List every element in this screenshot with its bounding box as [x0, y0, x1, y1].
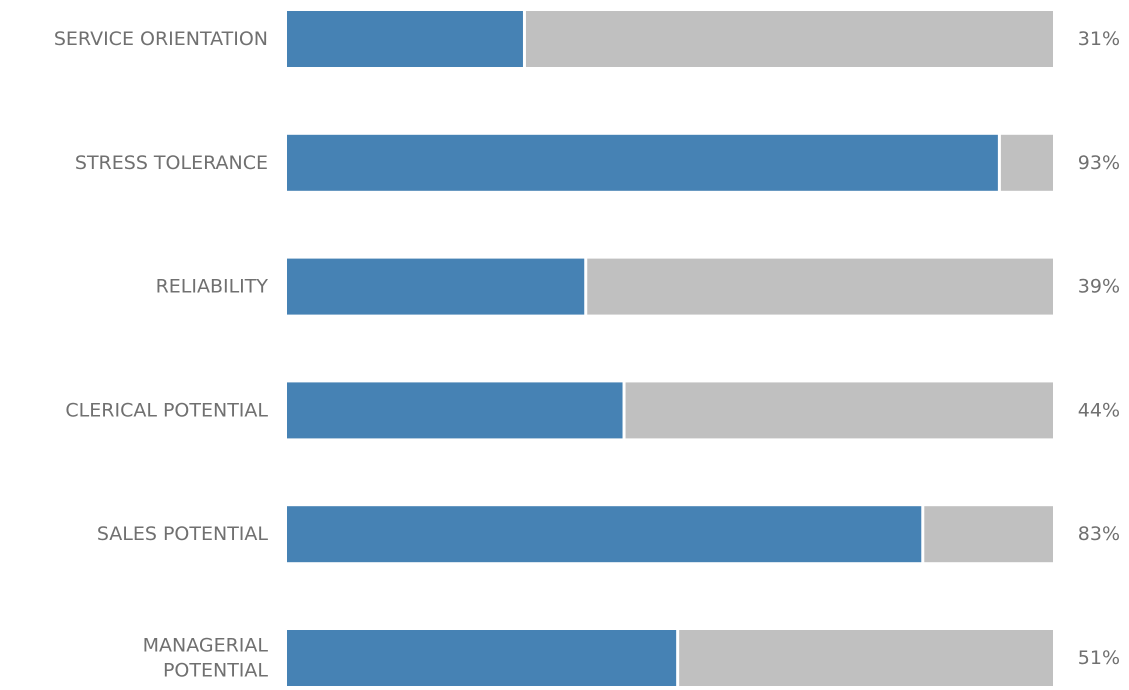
category-label: MANAGERIAL [143, 635, 269, 657]
bar-row: SERVICE ORIENTATION 31% [54, 11, 1120, 67]
value-bar [287, 11, 523, 67]
bar-row: RELIABILITY 39% [156, 258, 1120, 315]
remainder-bar [924, 506, 1053, 563]
category-label: RELIABILITY [156, 276, 269, 298]
value-bar [287, 134, 998, 191]
value-label: 31% [1078, 28, 1120, 50]
remainder-bar [625, 382, 1053, 439]
value-bar [287, 506, 922, 563]
bar-row: MANAGERIAL POTENTIAL 51% [143, 630, 1120, 686]
category-label: POTENTIAL [163, 660, 268, 682]
remainder-bar [679, 630, 1053, 686]
value-bar [287, 382, 623, 439]
bar-row: SALES POTENTIAL 83% [97, 506, 1120, 563]
category-label: CLERICAL POTENTIAL [65, 399, 268, 421]
remainder-bar [587, 258, 1053, 315]
category-label: SALES POTENTIAL [97, 523, 269, 545]
value-bar [287, 630, 677, 686]
value-label: 93% [1078, 152, 1120, 174]
value-label: 51% [1078, 647, 1120, 669]
value-label: 44% [1078, 399, 1120, 421]
category-label: SERVICE ORIENTATION [54, 28, 268, 50]
value-bar [287, 258, 585, 315]
value-label: 83% [1078, 523, 1120, 545]
remainder-bar [525, 11, 1053, 67]
value-label: 39% [1078, 276, 1120, 298]
bar-row: STRESS TOLERANCE 93% [75, 134, 1120, 191]
remainder-bar [1000, 134, 1053, 191]
bar-row: CLERICAL POTENTIAL 44% [65, 382, 1120, 439]
category-label: STRESS TOLERANCE [75, 152, 268, 174]
